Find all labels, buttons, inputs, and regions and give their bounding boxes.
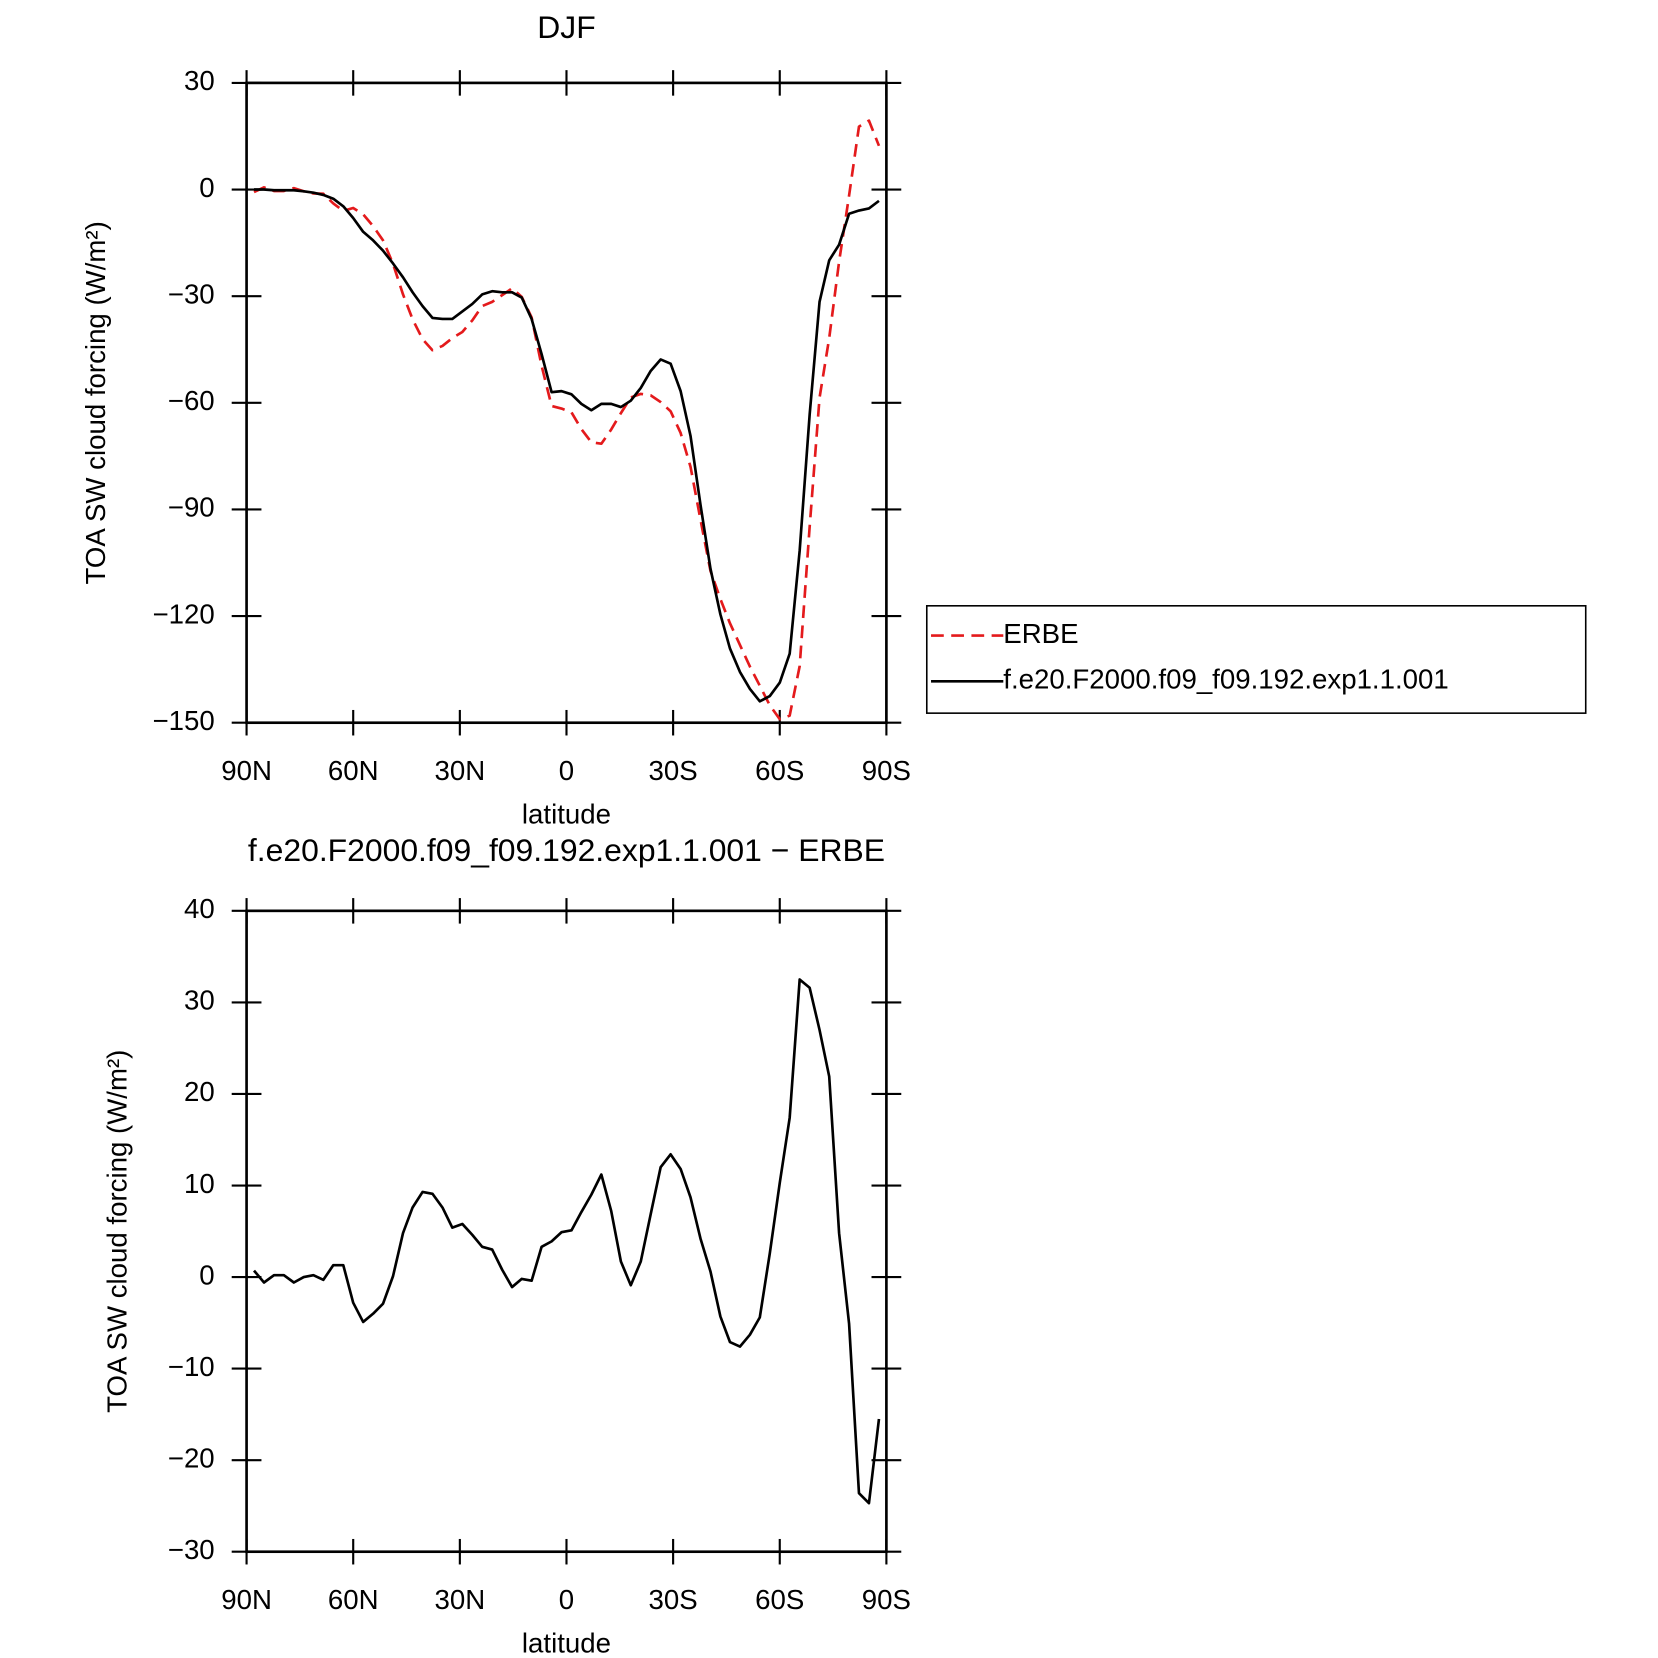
x-tick-label: 90N (221, 1584, 272, 1615)
y-tick-label: −10 (168, 1351, 215, 1382)
y-tick-label: −60 (168, 385, 215, 416)
y-axis-label: TOA SW cloud forcing (W/m²) (80, 221, 111, 584)
y-tick-label: −30 (168, 1534, 215, 1565)
x-tick-label: 90N (221, 755, 272, 786)
x-tick-label: 30N (435, 755, 486, 786)
x-tick-label: 0 (559, 755, 574, 786)
x-tick-label: 60S (755, 755, 804, 786)
legend-label: f.e20.F2000.f09_f09.192.exp1.1.001 (1003, 664, 1448, 695)
x-tick-label: 60N (328, 755, 379, 786)
y-tick-label: 30 (184, 985, 215, 1016)
y-tick-label: 30 (184, 65, 215, 96)
y-tick-label: 40 (184, 893, 215, 924)
x-tick-label: 30N (435, 1584, 486, 1615)
x-tick-label: 60S (755, 1584, 804, 1615)
y-tick-label: 0 (199, 1259, 214, 1290)
x-tick-label: 90S (862, 755, 911, 786)
chart-title: DJF (537, 9, 595, 45)
data-line (253, 119, 881, 721)
y-axis-label: TOA SW cloud forcing (W/m²) (101, 1050, 132, 1413)
y-tick-label: −30 (168, 278, 215, 309)
x-tick-label: 60N (328, 1584, 379, 1615)
legend-box (925, 605, 1587, 714)
y-tick-label: −20 (168, 1442, 215, 1473)
y-tick-label: −120 (152, 598, 214, 629)
plot-frame (245, 81, 888, 725)
data-line (254, 188, 880, 703)
x-axis-label: latitude (522, 1628, 611, 1658)
y-tick-label: −150 (152, 705, 214, 736)
x-tick-label: 30S (649, 755, 698, 786)
x-axis-label: latitude (522, 799, 611, 830)
y-tick-label: 10 (184, 1168, 215, 1199)
y-tick-label: −90 (168, 492, 215, 523)
legend-label: ERBE (1003, 618, 1078, 649)
chart-title: f.e20.F2000.f09_f09.192.exp1.1.001 − ERB… (248, 832, 885, 868)
x-tick-label: 90S (862, 1584, 911, 1615)
y-tick-label: 20 (184, 1076, 215, 1107)
y-tick-label: 0 (199, 172, 214, 203)
data-line (252, 978, 881, 1505)
x-tick-label: 0 (559, 1584, 574, 1615)
x-tick-label: 30S (649, 1584, 698, 1615)
